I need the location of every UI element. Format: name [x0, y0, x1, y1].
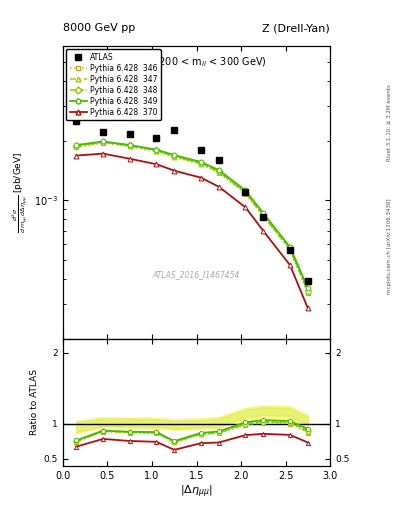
Y-axis label: Ratio to ATLAS: Ratio to ATLAS — [31, 369, 39, 435]
Text: mcplots.cern.ch [arXiv:1306.3436]: mcplots.cern.ch [arXiv:1306.3436] — [387, 198, 392, 293]
Legend: ATLAS, Pythia 6.428  346, Pythia 6.428  347, Pythia 6.428  348, Pythia 6.428  34: ATLAS, Pythia 6.428 346, Pythia 6.428 34… — [66, 49, 161, 120]
X-axis label: $|\Delta\eta_{\mu\mu}|$: $|\Delta\eta_{\mu\mu}|$ — [180, 483, 213, 500]
Text: Rivet 3.1.10; ≥ 3.2M events: Rivet 3.1.10; ≥ 3.2M events — [387, 84, 392, 161]
Y-axis label: $\frac{d^2\sigma}{d\,m_{\mu\mu}\,d\Delta\eta_{\mu\mu}}$ [pb/GeV]: $\frac{d^2\sigma}{d\,m_{\mu\mu}\,d\Delta… — [10, 152, 30, 233]
Text: Z (Drell-Yan): Z (Drell-Yan) — [263, 23, 330, 33]
Text: ATLAS_2016_I1467454: ATLAS_2016_I1467454 — [153, 270, 240, 279]
Text: 8000 GeV pp: 8000 GeV pp — [63, 23, 135, 33]
Text: $\Delta\eta$(ll) (200 < m$_{ll}$ < 300 GeV): $\Delta\eta$(ll) (200 < m$_{ll}$ < 300 G… — [126, 55, 267, 69]
